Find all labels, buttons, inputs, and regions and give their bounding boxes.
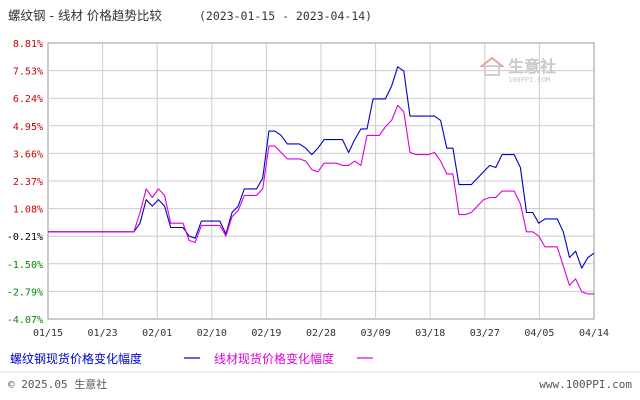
x-tick-label: 03/09 (361, 328, 391, 339)
y-tick-label: -2.79% (7, 287, 43, 298)
legend-label-series2: 线材现货价格变化幅度 (214, 351, 334, 366)
y-tick-label: 6.24% (13, 94, 43, 105)
grid (48, 43, 594, 319)
x-tick-label: 03/27 (470, 328, 500, 339)
x-tick-label: 04/05 (524, 328, 554, 339)
x-tick-label: 03/18 (415, 328, 445, 339)
x-tick-label: 02/10 (197, 328, 227, 339)
y-tick-label: 4.95% (13, 122, 43, 133)
chart-date-range: (2023-01-15 - 2023-04-14) (199, 9, 372, 23)
y-tick-label: 1.08% (13, 205, 43, 216)
y-tick-label: -4.07% (7, 315, 43, 326)
series-lines (48, 66, 595, 295)
house-icon (479, 56, 505, 76)
y-tick-label: 2.37% (13, 177, 43, 188)
x-tick-label: 02/01 (142, 328, 172, 339)
series-line-1 (48, 66, 595, 269)
footer-copyright: © 2025.05 生意社 (8, 377, 107, 391)
x-tick-label: 01/23 (88, 328, 118, 339)
chart-title: 螺纹钢 - 线材 价格趋势比较 (8, 8, 162, 23)
watermark-url: 100PPI.COM (508, 76, 550, 84)
legend-label-series1: 螺纹钢现货价格变化幅度 (10, 351, 142, 366)
watermark-logo: 生意社 100PPI.COM (479, 56, 556, 84)
watermark-brand: 生意社 (508, 57, 556, 76)
x-tick-label: 02/28 (306, 328, 336, 339)
x-tick-label: 02/19 (251, 328, 281, 339)
y-axis-ticks: 8.81% 7.53% 6.24% 4.95% 3.66% 2.37% 1.08% -0.21… (7, 39, 43, 326)
y-tick-label: -1.50% (7, 260, 43, 271)
legend: 螺纹钢现货价格变化幅度 线材现货价格变化幅度 (10, 351, 373, 366)
series-line-2 (48, 104, 594, 295)
x-axis-ticks: 01/15 01/23 02/01 02/10 02/19 02/28 03/09 03/18… (33, 328, 609, 339)
x-tick-label: 01/15 (33, 328, 63, 339)
y-tick-label: 7.53% (13, 67, 43, 78)
footer-website-link[interactable]: www.100PPI.com (539, 378, 632, 391)
y-tick-label: -0.21% (7, 232, 43, 243)
y-tick-label: 3.66% (13, 149, 43, 160)
y-tick-label: 8.81% (13, 39, 43, 50)
x-tick-label: 04/14 (579, 328, 609, 339)
